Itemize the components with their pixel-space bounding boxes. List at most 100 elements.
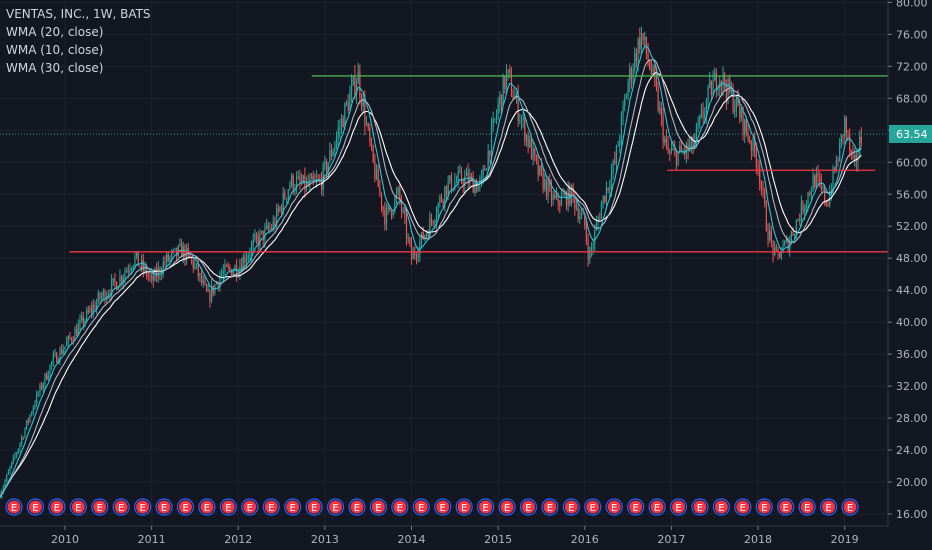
- candle-body: [349, 93, 351, 111]
- candle-body: [257, 237, 259, 246]
- candle-body: [802, 201, 804, 213]
- candle-body: [52, 355, 54, 362]
- candle-body: [495, 114, 498, 119]
- candle-body: [609, 187, 611, 190]
- candle-body: [162, 261, 164, 274]
- candle-body: [532, 148, 534, 160]
- candle-body: [607, 187, 609, 190]
- candle-body: [264, 227, 266, 241]
- candle-body: [535, 155, 538, 161]
- indicator-wma-20: WMA (20, close): [6, 25, 104, 39]
- candle-body: [47, 375, 49, 380]
- earnings-marker: [629, 500, 643, 514]
- candle-body: [520, 119, 523, 121]
- earnings-label: E: [847, 503, 853, 514]
- candle-body: [562, 194, 564, 196]
- candle-body: [500, 94, 503, 106]
- candle-body: [247, 255, 249, 260]
- candle-body: [435, 214, 438, 222]
- candle-body: [670, 150, 673, 153]
- candle-body: [342, 118, 344, 128]
- candle-body: [400, 199, 403, 211]
- earnings-marker: [178, 500, 192, 514]
- candle-body: [229, 267, 231, 270]
- candle-body: [560, 195, 563, 206]
- candle-body: [369, 127, 371, 142]
- candle-body: [234, 265, 236, 271]
- candle-body: [724, 74, 726, 88]
- candle-body: [172, 249, 174, 252]
- candle-body: [575, 207, 578, 209]
- candle-body: [734, 109, 736, 112]
- y-tick-label: 68.00: [896, 92, 928, 105]
- candle-body: [850, 150, 852, 154]
- candle-body: [462, 181, 464, 186]
- candle-body: [169, 256, 171, 261]
- candle-body: [32, 407, 34, 413]
- candle-body: [19, 443, 21, 449]
- candle-body: [697, 123, 699, 127]
- candle-body: [590, 247, 593, 251]
- candle-body: [812, 175, 814, 192]
- earnings-marker: [71, 500, 85, 514]
- candle-body: [774, 247, 776, 255]
- candle-body: [732, 89, 734, 112]
- earnings-label: E: [247, 503, 253, 514]
- candle-body: [719, 80, 721, 89]
- candle-body: [392, 211, 394, 216]
- earnings-marker: [350, 500, 364, 514]
- candle-body: [619, 139, 621, 146]
- candle-body: [131, 268, 133, 271]
- candle-body: [772, 240, 774, 255]
- candle-body: [395, 193, 398, 198]
- earnings-label: E: [290, 503, 296, 514]
- candle-body: [779, 252, 781, 258]
- x-tick-label: 2010: [51, 533, 79, 546]
- candle-body: [817, 173, 819, 178]
- candle-body: [617, 145, 619, 147]
- earnings-label: E: [440, 503, 446, 514]
- earnings-label: E: [182, 503, 188, 514]
- candle-body: [119, 276, 121, 287]
- candle-body: [210, 285, 213, 302]
- candle-body: [754, 137, 756, 152]
- candle-body: [224, 264, 226, 272]
- candle-body: [614, 160, 616, 164]
- earnings-label: E: [740, 503, 746, 514]
- candle-body: [424, 235, 426, 240]
- candle-body: [96, 302, 98, 310]
- earnings-marker: [243, 500, 257, 514]
- candle-body: [230, 269, 233, 276]
- candle-body: [704, 114, 706, 118]
- plot-area: [0, 0, 888, 526]
- candle-body: [547, 181, 549, 196]
- x-tick-label: 2017: [657, 533, 685, 546]
- x-tick-label: 2016: [571, 533, 599, 546]
- candle-body: [807, 192, 809, 204]
- candle-body: [455, 181, 458, 183]
- candle-body: [355, 83, 358, 95]
- candle-body: [687, 143, 689, 151]
- candle-body: [432, 221, 434, 224]
- candle-body: [44, 373, 46, 385]
- candle-body: [404, 210, 406, 217]
- candle-body: [672, 148, 674, 151]
- earnings-label: E: [547, 503, 553, 514]
- candle-body: [707, 86, 709, 101]
- candle-body: [492, 119, 494, 127]
- candle-body: [242, 256, 244, 270]
- candle-body: [347, 102, 349, 111]
- candle-body: [765, 203, 767, 231]
- candle-body: [780, 252, 782, 258]
- candle-body: [624, 98, 626, 106]
- earnings-marker: [779, 500, 793, 514]
- candle-body: [752, 137, 754, 151]
- y-tick-label: 44.00: [896, 284, 928, 297]
- candle-body: [402, 210, 404, 212]
- candle-body: [805, 203, 807, 208]
- earnings-label: E: [590, 503, 596, 514]
- candle-body: [517, 94, 519, 121]
- candle-body: [769, 230, 771, 241]
- candle-body: [800, 201, 802, 221]
